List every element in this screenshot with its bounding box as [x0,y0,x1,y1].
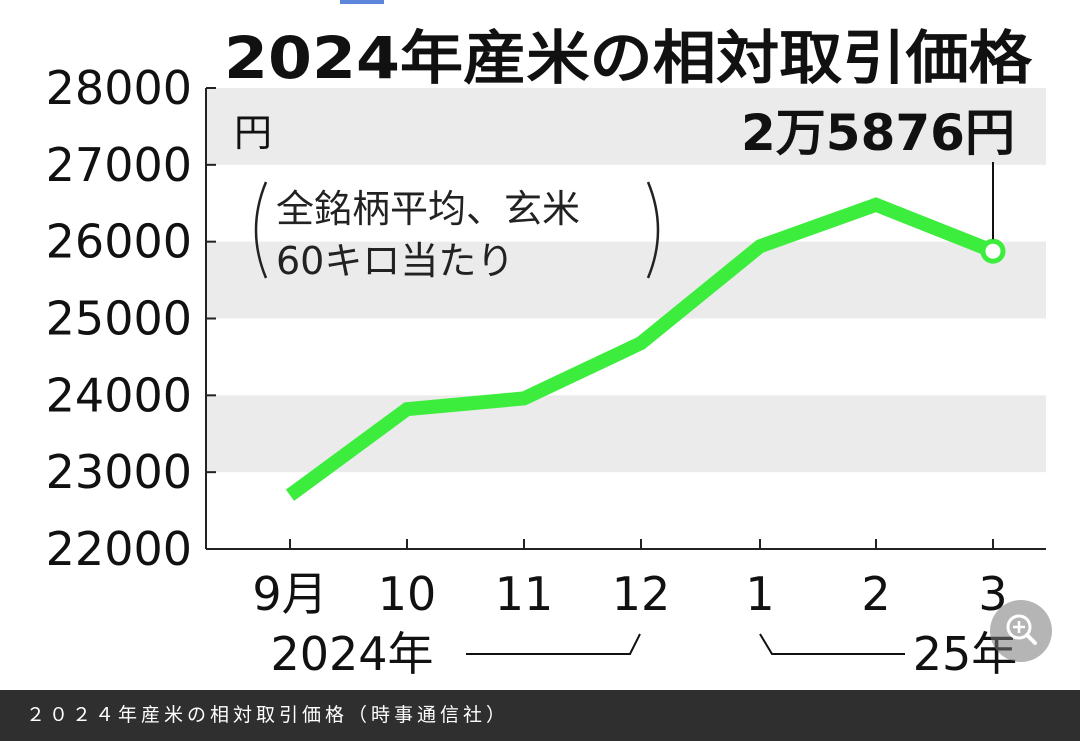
y-tick-label-28000: 28000 [46,61,192,115]
year-bracket-2024 [466,633,641,655]
x-tick-label-4: 1 [745,567,774,621]
callout-label: 2万5876円 [741,104,1015,162]
y-unit-label: 円 [234,111,272,155]
grid-band-2 [206,88,1046,165]
top-tab-indicator [340,0,384,4]
y-tick-label-24000: 24000 [46,368,192,422]
zoom-in-button[interactable] [990,600,1052,662]
chart-title: 2024年産米の相対取引価格 [224,24,1033,92]
year-labels: 2024年 25年 [270,627,1017,681]
price-chart: 2024年産米の相対取引価格 22000 23000 24000 25000 26000… [46,24,1046,681]
note-paren-left [254,181,268,279]
x-tick-label-2: 11 [495,567,554,621]
note-line-2: 60キロ当たり [276,239,514,283]
year-bracket-25 [759,633,905,655]
x-axis-ticks: 9月 10 11 12 1 2 3 [252,539,1008,621]
y-tick-label-22000: 22000 [46,522,192,576]
note-line-1: 全銘柄平均、玄米 [276,187,580,231]
year-label-2024: 2024年 [270,627,433,681]
chart-series [285,197,1006,501]
grid-band-1 [206,241,1046,319]
y-tick-label-26000: 26000 [46,215,192,269]
last-point-callout: 2万5876円 [741,104,1015,240]
x-tick-label-5: 2 [861,567,890,621]
data-point-6 [980,238,1006,264]
note-box: 全銘柄平均、玄米 60キロ当たり [254,181,660,283]
y-axis-ticks: 22000 23000 24000 25000 26000 27000 28000 [46,61,216,576]
y-tick-label-27000: 27000 [46,138,192,192]
zoom-in-icon [1006,614,1037,645]
x-tick-label-0: 9月 [252,567,327,621]
image-caption: ２０２４年産米の相対取引価格（時事通信社） [0,690,1080,741]
y-tick-label-23000: 23000 [46,445,192,499]
note-paren-right [646,181,660,279]
y-tick-label-25000: 25000 [46,292,192,346]
x-tick-label-1: 10 [378,567,437,621]
x-tick-label-3: 12 [612,567,671,621]
